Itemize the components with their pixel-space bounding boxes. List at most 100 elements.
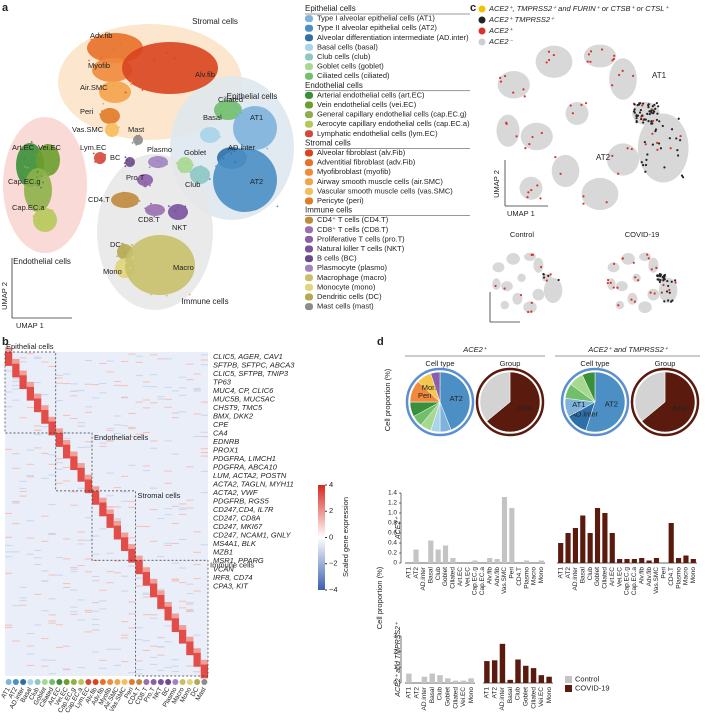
- heatmap-noise: [186, 593, 194, 595]
- heatmap-noise: [200, 455, 208, 457]
- group-box: [55, 432, 93, 492]
- legend-swatch: [305, 168, 313, 176]
- y-tick-label: 1.2: [388, 500, 397, 507]
- cell-dot: [670, 300, 673, 303]
- column-dot: [136, 679, 143, 685]
- column-dot: [78, 679, 85, 685]
- pie-title: Group: [655, 359, 676, 368]
- bar: [668, 523, 674, 563]
- column-dot: [85, 679, 92, 685]
- colorbar-tick-label: −2: [329, 559, 338, 568]
- bar: [406, 673, 412, 683]
- heatmap-noise: [99, 600, 107, 602]
- cell-dot: [34, 154, 36, 156]
- cell-dot: [681, 176, 685, 179]
- heatmap-noise: [164, 358, 172, 360]
- cell-dot: [166, 163, 168, 166]
- bar: [538, 675, 545, 683]
- cluster-label: AT2: [596, 153, 611, 162]
- umap-cluster: [500, 300, 509, 310]
- cell-dot: [42, 206, 44, 209]
- cell-dot: [653, 110, 656, 113]
- cell-dot: [208, 178, 211, 180]
- heatmap-noise: [106, 648, 114, 650]
- cell-dot: [114, 123, 117, 126]
- group-box: [4, 351, 57, 434]
- x-tick-label: Adv.fib: [646, 567, 653, 587]
- legend-label: Control: [575, 674, 600, 683]
- heatmap-noise: [55, 556, 63, 558]
- cell-dot: [36, 176, 39, 179]
- cell-dot: [135, 143, 138, 146]
- gene-label: VCAN: [213, 564, 234, 573]
- column-dot: [107, 679, 114, 685]
- legend-swatch: [305, 216, 313, 224]
- cell-dot: [642, 164, 645, 167]
- cell-dot: [113, 49, 116, 51]
- cell-dot: [135, 203, 138, 205]
- axis-label: UMAP 2: [492, 170, 501, 198]
- heatmap-noise: [186, 499, 194, 501]
- axis-label: UMAP 1: [507, 209, 535, 218]
- cluster: [177, 157, 193, 173]
- cluster: [125, 157, 135, 167]
- cell-dot: [102, 102, 105, 105]
- heatmap-noise: [142, 407, 150, 409]
- heatmap-noise: [113, 487, 121, 489]
- bar: [429, 673, 435, 683]
- heatmap-noise: [92, 602, 100, 604]
- cell-dot: [259, 121, 262, 124]
- x-tick-label: Goblet: [594, 567, 601, 586]
- condition-label: Control: [510, 230, 535, 239]
- x-tick-label: AT1: [484, 687, 491, 699]
- legend-label: Vascular smooth muscle cells (vas.SMC): [317, 186, 453, 195]
- cell-dot: [494, 284, 497, 288]
- gene-label: TP63: [213, 377, 232, 386]
- cell-dot: [539, 197, 542, 200]
- pie-slice: [634, 371, 666, 422]
- x-tick-label: AD.inter: [572, 566, 579, 590]
- column-dot: [49, 679, 56, 685]
- heatmap-noise: [77, 599, 85, 601]
- y-tick-label: 0.8: [388, 520, 397, 527]
- cell-dot: [123, 162, 126, 165]
- umap-cluster: [492, 278, 501, 290]
- bar: [445, 678, 451, 683]
- condition-label: COVID-19: [625, 230, 660, 239]
- legend-swatch: [305, 53, 313, 61]
- cell-dot: [676, 149, 679, 152]
- heatmap-noise: [77, 619, 85, 621]
- slice-label: Peri: [418, 391, 432, 400]
- legend-label: Alveolar differentiation intermediate (A…: [317, 33, 469, 42]
- cell-dot: [649, 291, 652, 294]
- heatmap-noise: [34, 549, 42, 551]
- heatmap-noise: [164, 398, 172, 400]
- cell-dot: [230, 147, 233, 150]
- heatmap-noise: [150, 540, 158, 542]
- heatmap-noise: [41, 610, 49, 612]
- group-label: Epithelial cells: [227, 92, 278, 101]
- column-dot: [63, 679, 70, 685]
- legend-swatch: [305, 24, 313, 32]
- bar: [507, 679, 513, 683]
- cell-dot: [635, 117, 638, 120]
- cell-dot: [130, 81, 133, 84]
- heatmap-noise: [48, 614, 56, 616]
- legend-label: Myofibroblast (myofib): [317, 167, 391, 176]
- column-dot: [201, 679, 208, 685]
- umap-cluster: [565, 102, 589, 125]
- heatmap-noise: [179, 538, 187, 540]
- gene-label: CD247, MKI67: [213, 522, 263, 531]
- heatmap-noise: [12, 501, 20, 503]
- heatmap-noise: [26, 407, 34, 409]
- heatmap-noise: [135, 585, 143, 587]
- heatmap-noise: [135, 577, 143, 579]
- cell-dot: [536, 184, 539, 187]
- cluster-label: Peri: [80, 107, 94, 116]
- x-tick-label: Macro: [531, 567, 538, 585]
- pie-slice: [585, 371, 626, 433]
- cell-dot: [111, 113, 114, 116]
- pie-title: Group: [500, 359, 521, 368]
- gene-label: CLIC5, AGER, CAV1: [213, 352, 283, 361]
- legend-label: Basal cells (basal): [317, 42, 378, 51]
